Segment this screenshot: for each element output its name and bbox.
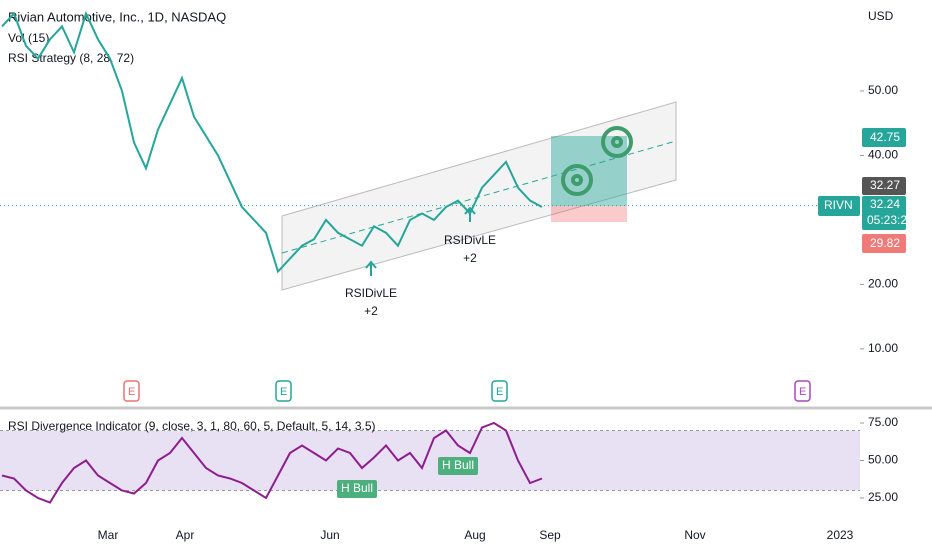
earnings-icon: E (280, 386, 287, 398)
badge-label: 42.75 (870, 130, 900, 144)
badge-label: RIVN (824, 198, 853, 212)
x-tick-label: Jun (320, 528, 339, 542)
arrow (365, 260, 377, 276)
badge (862, 128, 906, 147)
currency: USD (868, 9, 894, 23)
y-tick-label: 50.00 (868, 83, 898, 97)
target-icon (561, 126, 633, 196)
hbull-label: H Bull (341, 481, 373, 495)
x-tick-label: 2023 (827, 528, 854, 542)
x-tick-label: Sep (539, 528, 561, 542)
badge-label: 29.82 (870, 236, 900, 250)
y-tick-label: 20.00 (868, 277, 898, 291)
hbull-badge (337, 480, 377, 498)
annotation: RSIDivLE (444, 233, 496, 247)
annotation: RSIDivLE (345, 286, 397, 300)
earnings-badges (123, 380, 811, 402)
earnings-icon: E (496, 386, 503, 398)
channel-mid (281, 140, 677, 254)
series-line (1, 421, 543, 504)
annotation: +2 (463, 251, 477, 265)
y-tick-label: 40.00 (868, 148, 898, 162)
y-tick-label: 25.00 (868, 490, 898, 504)
stop-zone (551, 206, 627, 222)
indicator: RSI Strategy (8, 28, 72) (8, 51, 134, 65)
badge-label: 32.27 (870, 178, 900, 192)
y-tick-label: 10.00 (868, 341, 898, 355)
badge-label: 05:23:29 (867, 213, 914, 227)
y-tick-label: 50.00 (868, 453, 898, 467)
earnings-icon: E (128, 386, 135, 398)
indicator: Vol (15) (8, 31, 49, 45)
series-line (1, 10, 543, 274)
y-tick-label: 75.00 (868, 415, 898, 429)
annotation: +2 (364, 304, 378, 318)
badge (862, 177, 906, 195)
rsi-title: RSI Divergence Indicator (9, close, 3, 1… (8, 419, 376, 433)
x-tick-label: Mar (98, 528, 119, 542)
badge (818, 196, 860, 216)
earnings-icon: E (799, 386, 806, 398)
x-tick-label: Nov (684, 528, 705, 542)
arrow (464, 206, 476, 222)
hbull-label: H Bull (442, 458, 474, 472)
rsi-band (0, 430, 860, 491)
x-tick-label: Aug (464, 528, 485, 542)
title: Rivian Automotive, Inc., 1D, NASDAQ (8, 9, 226, 24)
badge-label: 32.24 (870, 197, 900, 211)
x-tick-label: Apr (176, 528, 195, 542)
hbull-badge (438, 457, 478, 475)
badge (862, 196, 906, 230)
badge (862, 234, 906, 253)
